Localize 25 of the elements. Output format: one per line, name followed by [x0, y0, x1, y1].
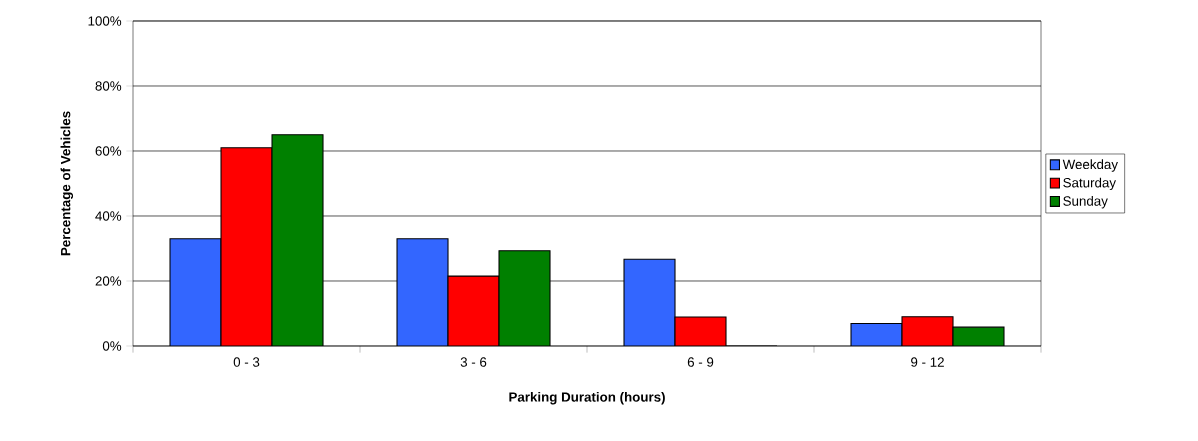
bar	[498, 250, 551, 346]
x-tick-label: 3 - 6	[460, 357, 487, 367]
bar	[272, 134, 324, 346]
bar	[221, 147, 273, 346]
y-tick-label: 60%	[95, 146, 122, 156]
y-tick-label: 20%	[95, 276, 122, 286]
y-tick-label: 100%	[88, 16, 122, 26]
y-tick-label: 40%	[95, 211, 122, 221]
bar	[447, 275, 500, 346]
y-tick-label: 0%	[102, 341, 122, 351]
y-axis-title: Percentage of Vehicles	[60, 111, 74, 256]
legend-label: Weekday	[1062, 159, 1118, 172]
bar	[623, 258, 676, 346]
bar	[850, 323, 903, 346]
bar	[170, 238, 222, 346]
y-tick-label: 80%	[95, 81, 122, 91]
x-tick-label: 9 - 12	[911, 357, 944, 367]
x-axis-title: Parking Duration (hours)	[509, 391, 665, 405]
x-tick-label: 6 - 9	[687, 357, 714, 367]
bar	[674, 316, 727, 346]
bar	[901, 316, 954, 346]
x-tick-label: 0 - 3	[233, 357, 260, 367]
legend-label: Saturday	[1063, 177, 1116, 191]
legend-label: Sunday	[1063, 195, 1108, 209]
bar	[396, 238, 449, 346]
